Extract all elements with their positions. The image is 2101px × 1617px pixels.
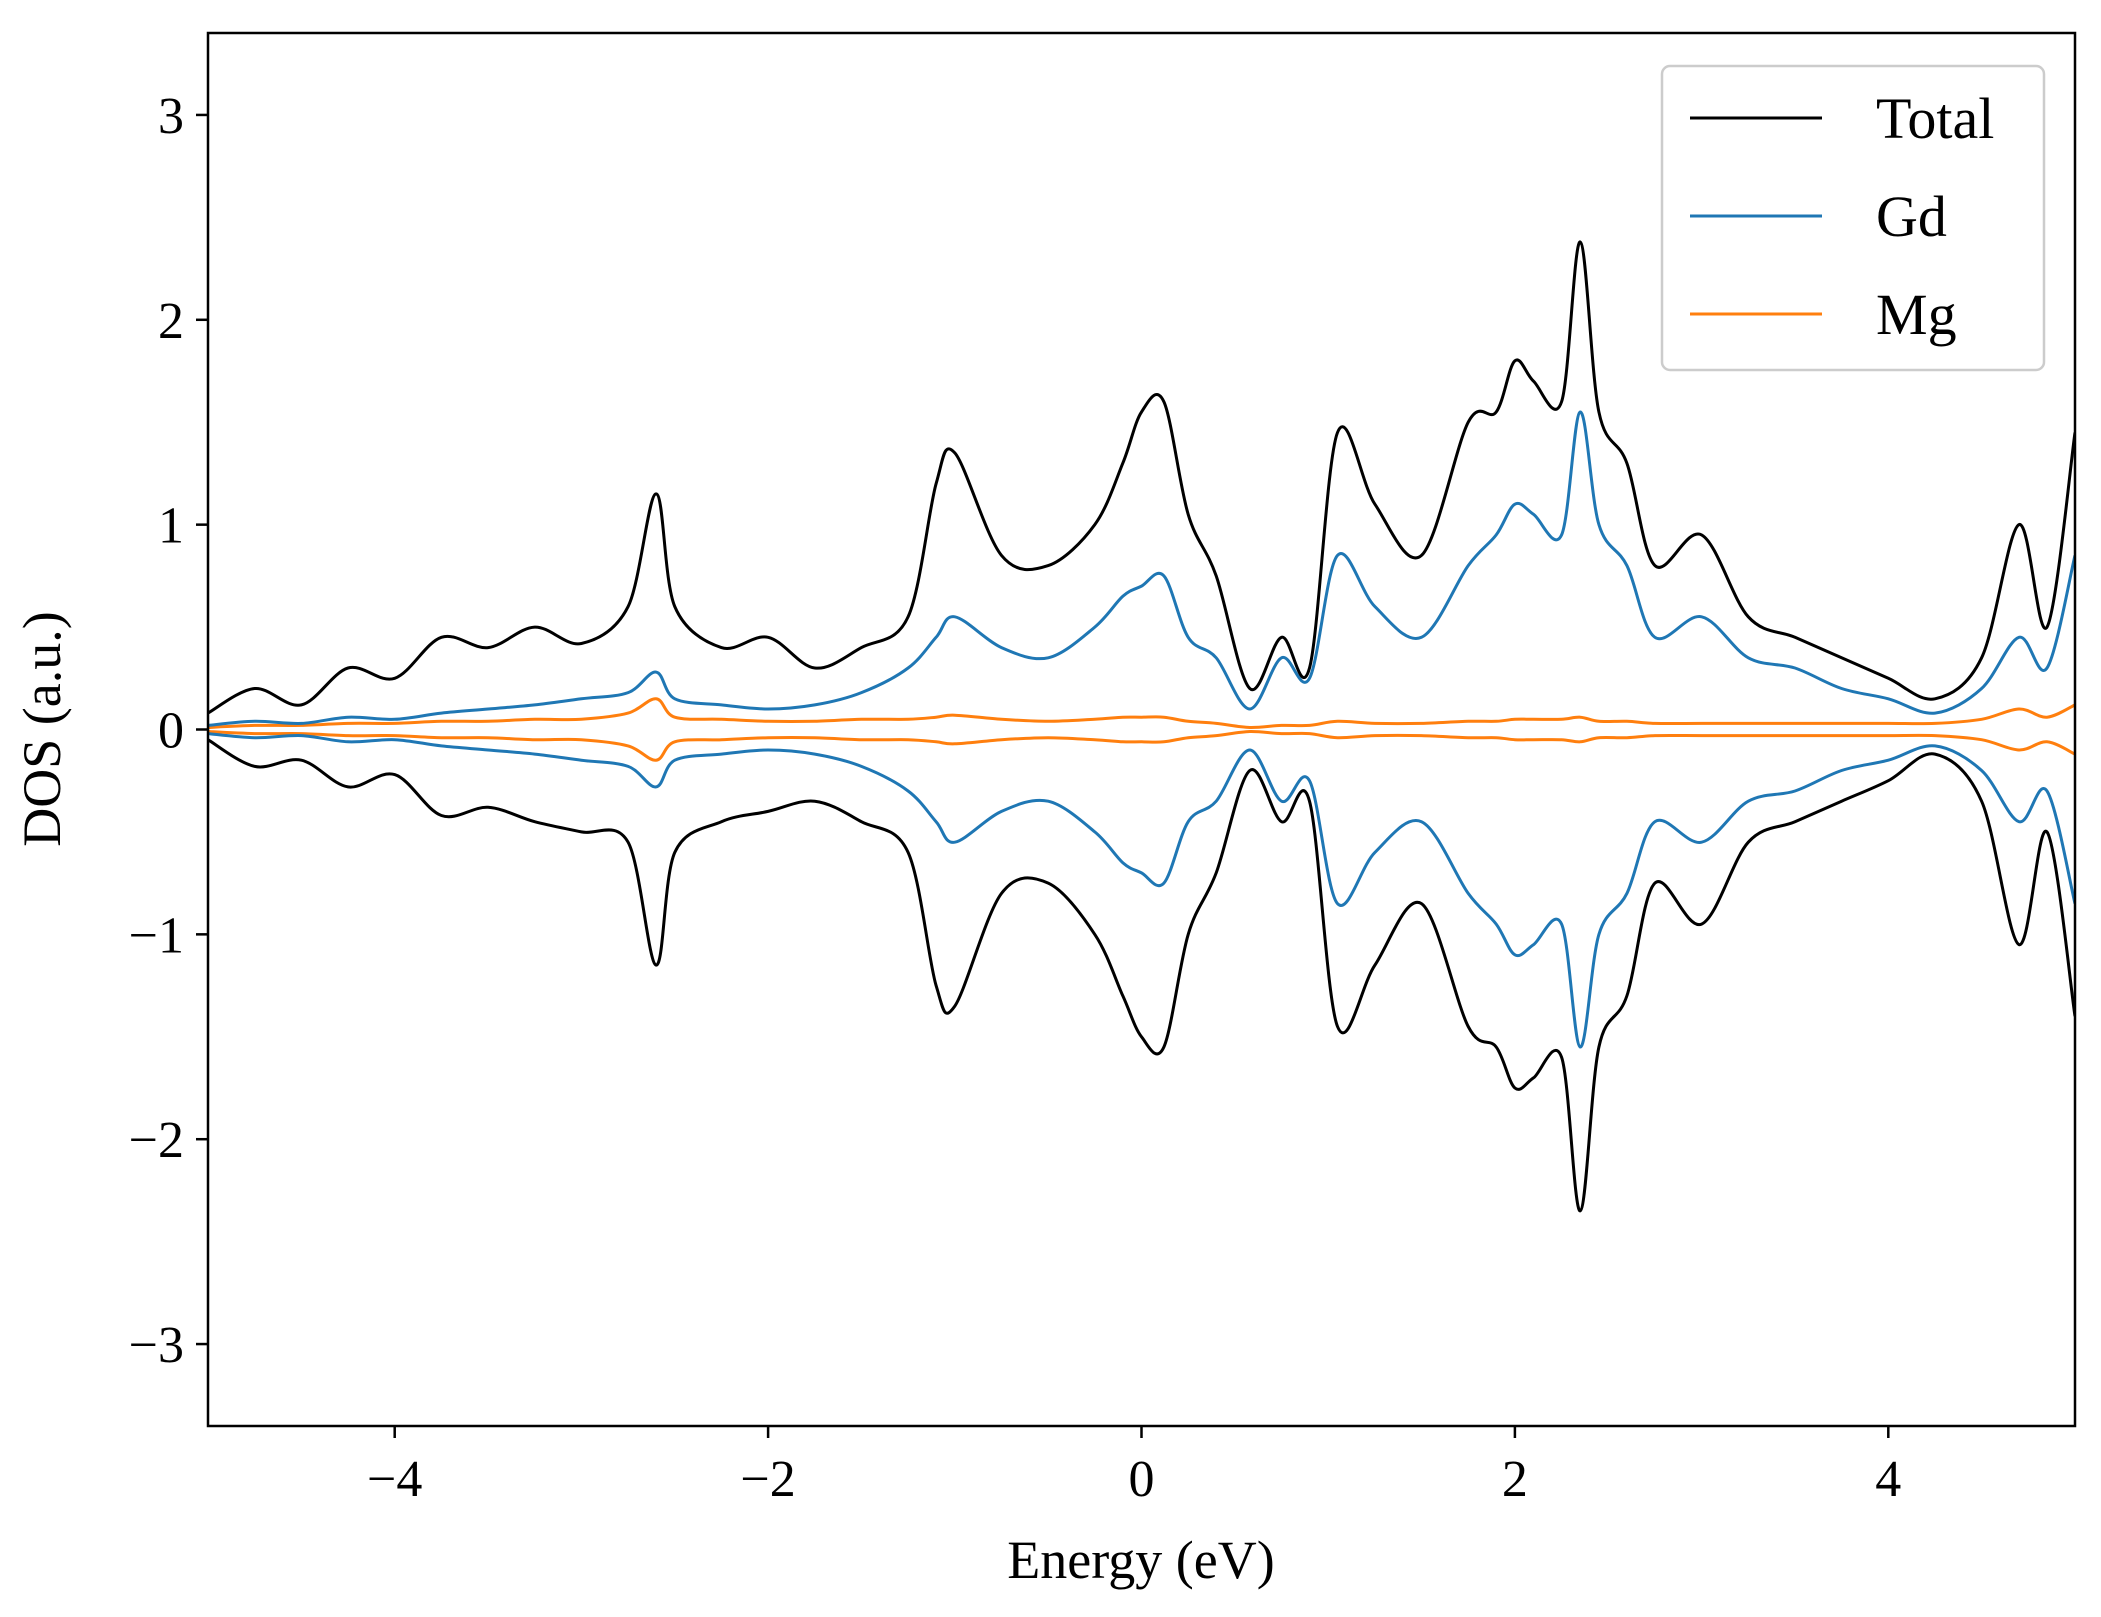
x-axis-label: Energy (eV): [1007, 1530, 1274, 1590]
series-gd-spin-down-line: [208, 732, 2075, 1049]
series-layer: [208, 240, 2075, 1213]
y-tick-label: −2: [129, 1112, 184, 1169]
x-tick-label: 2: [1502, 1451, 1528, 1508]
y-tick-label: 1: [158, 498, 184, 555]
series-total-spin-up-line: [208, 240, 2075, 715]
y-tick-label: 3: [158, 88, 184, 145]
series-mg-spin-up-line: [208, 697, 2075, 730]
series-gd-spin-up-line: [208, 410, 2075, 727]
x-tick-label: 0: [1129, 1451, 1155, 1508]
y-tick-label: 0: [158, 703, 184, 760]
legend: Total Gd Mg: [1660, 64, 2046, 372]
series-mg-spin-down-line: [208, 729, 2075, 762]
legend-box: [1660, 64, 2046, 372]
legend-label-mg: Mg: [1876, 282, 1957, 347]
y-tick-label: 2: [158, 293, 184, 350]
x-axis-ticks: −4 −2 0 2 4: [367, 1426, 1901, 1508]
x-tick-label: 4: [1875, 1451, 1901, 1508]
x-tick-label: −2: [740, 1451, 795, 1508]
y-tick-label: −1: [129, 907, 184, 964]
y-tick-label: −3: [129, 1317, 184, 1374]
series-total-spin-down-line: [208, 738, 2075, 1213]
legend-label-gd: Gd: [1876, 184, 1947, 249]
x-tick-label: −4: [367, 1451, 422, 1508]
y-axis-ticks: −3 −2 −1 0 1 2 3: [129, 88, 208, 1374]
legend-label-total: Total: [1876, 86, 1994, 151]
y-axis-label: DOS (a.u.): [12, 611, 72, 846]
legend-items: Total Gd Mg: [1690, 86, 1994, 347]
